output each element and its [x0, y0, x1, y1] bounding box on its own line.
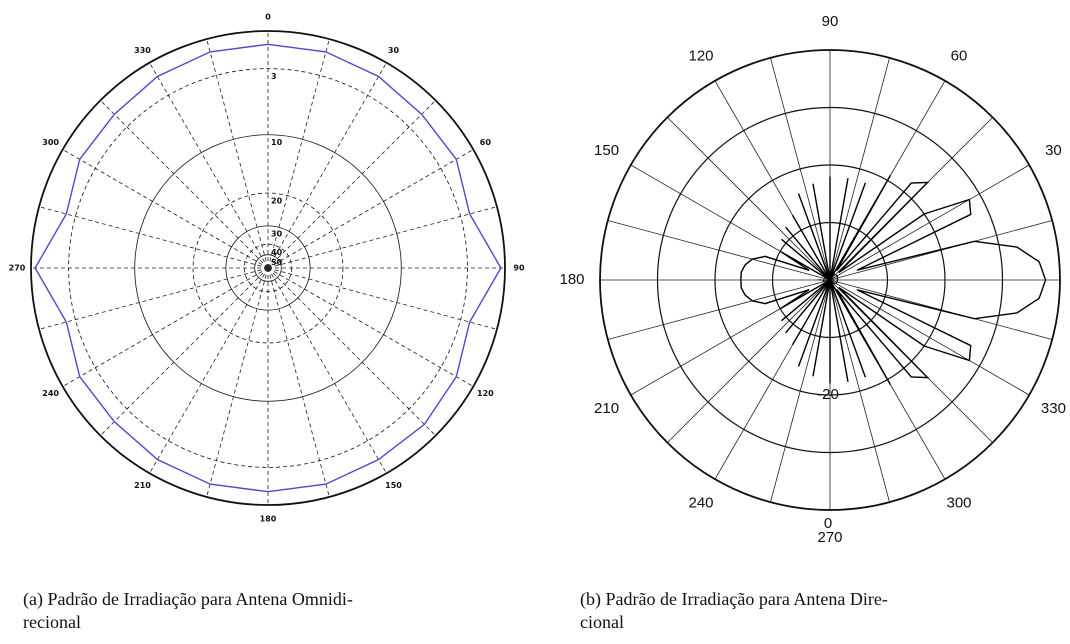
spoke [267, 149, 474, 269]
theta-tick-label: 210 [594, 400, 619, 417]
theta-tick-label: 150 [594, 142, 619, 159]
caption: recional [23, 612, 81, 632]
theta-tick-label: 30 [1045, 142, 1062, 159]
spoke [206, 267, 269, 498]
spoke [267, 267, 387, 474]
spoke [149, 267, 269, 474]
r-tick-label: 30 [271, 229, 283, 238]
r-tick-label: 50 [271, 258, 283, 267]
theta-tick-label: 240 [688, 494, 713, 511]
r-tick-label: -20 [817, 386, 839, 403]
spoke [100, 267, 269, 436]
theta-tick-label: 210 [134, 481, 151, 490]
theta-tick-label: 150 [385, 481, 402, 490]
theta-tick-label: 180 [559, 271, 584, 288]
spoke [267, 38, 330, 269]
theta-tick-label: 120 [688, 48, 713, 65]
ring [134, 134, 402, 402]
theta-tick-label: 0 [265, 13, 271, 22]
r-tick-label: 20 [271, 197, 283, 206]
pattern-line [740, 175, 1047, 385]
theta-tick-label: 300 [42, 138, 59, 147]
ring [254, 254, 282, 282]
ring [714, 164, 946, 396]
spoke [267, 267, 498, 330]
spoke [267, 267, 330, 498]
spoke [38, 206, 269, 269]
theta-tick-label: 330 [1041, 400, 1066, 417]
caption: (a) Padrão de Irradiação para Antena Omn… [23, 589, 353, 610]
ring [243, 243, 293, 293]
spoke [267, 206, 498, 269]
theta-tick-label: 240 [42, 389, 59, 398]
theta-tick-label: 330 [134, 46, 151, 55]
spoke [267, 100, 436, 269]
r-tick-label: 10 [271, 138, 283, 147]
r-tick-label: 3 [271, 72, 277, 81]
theta-tick-label: 270 [817, 529, 842, 546]
r-tick-label: 40 [271, 248, 283, 257]
r-tick-label: 0 [824, 515, 832, 532]
minor-ring [656, 106, 1004, 454]
ring [225, 225, 311, 311]
spoke [149, 62, 269, 269]
theta-tick-label: 270 [9, 264, 26, 273]
theta-tick-label: 60 [480, 138, 492, 147]
theta-tick-label: 180 [260, 515, 277, 524]
theta-tick-label: 300 [946, 494, 971, 511]
theta-tick-label: 30 [388, 46, 400, 55]
pattern-line [34, 43, 502, 493]
spoke [62, 267, 269, 387]
spoke [206, 38, 269, 269]
ring [68, 68, 468, 468]
theta-tick-label: 60 [951, 48, 968, 65]
spoke [38, 267, 269, 330]
theta-tick-label: 120 [477, 389, 494, 398]
spoke [100, 100, 269, 269]
caption: cional [580, 612, 624, 632]
theta-tick-label: 90 [513, 264, 525, 273]
ring [192, 192, 344, 344]
spoke [62, 149, 269, 269]
frame [30, 30, 506, 506]
spoke [267, 62, 387, 269]
theta-tick-label: 90 [822, 13, 839, 30]
frame [599, 49, 1061, 511]
spoke [267, 267, 436, 436]
spoke [267, 267, 474, 387]
caption: (b) Padrão de Irradiação para Antena Dir… [580, 589, 888, 610]
